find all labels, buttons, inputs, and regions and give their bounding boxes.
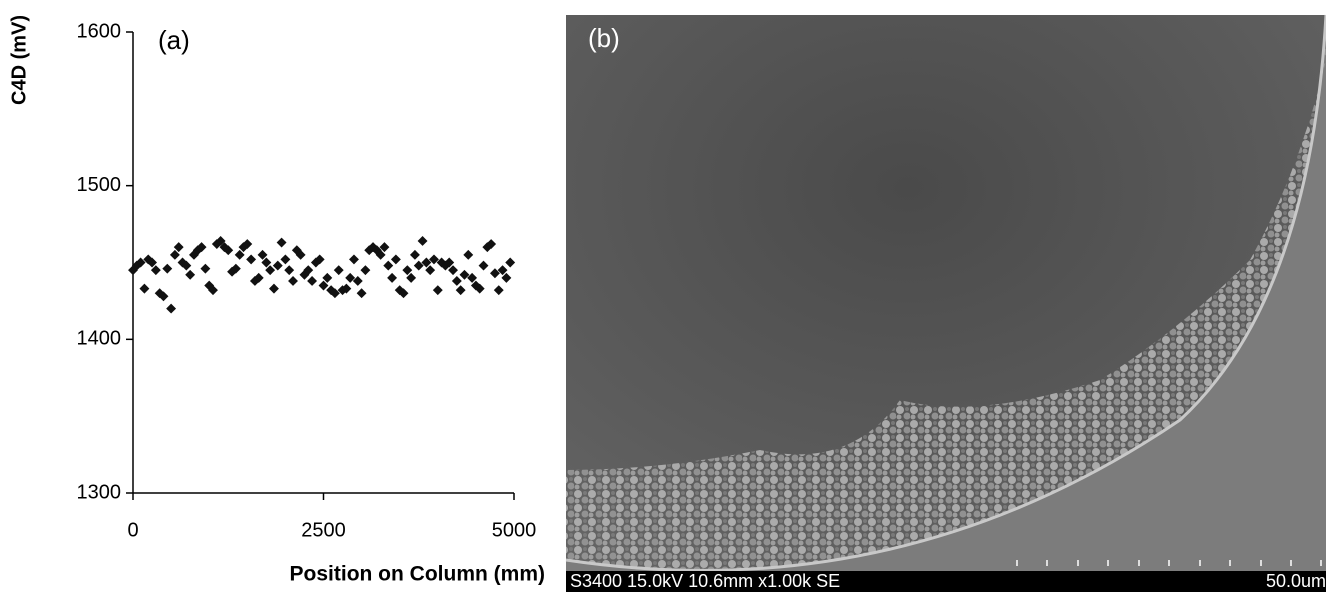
point — [379, 242, 390, 253]
point — [158, 291, 169, 302]
point — [493, 285, 504, 296]
point — [455, 285, 466, 296]
point — [169, 249, 180, 260]
point — [185, 269, 196, 280]
point — [329, 288, 340, 299]
point — [497, 265, 508, 276]
point — [242, 239, 253, 250]
point — [208, 285, 218, 296]
point — [349, 254, 359, 265]
point — [276, 237, 287, 248]
point — [474, 283, 485, 294]
point — [318, 280, 329, 291]
point — [451, 275, 462, 286]
point — [490, 268, 500, 279]
point — [150, 265, 161, 276]
point — [200, 263, 211, 274]
y-tick-label: 1600 — [77, 20, 122, 42]
point — [246, 254, 257, 265]
point — [432, 285, 443, 296]
scale-label: 50.0um — [1266, 571, 1326, 591]
point — [501, 272, 512, 283]
point — [288, 275, 298, 286]
point — [307, 275, 318, 286]
point — [478, 260, 489, 271]
point — [425, 265, 436, 276]
point — [402, 265, 413, 276]
point — [463, 249, 474, 260]
x-tick-label: 2500 — [301, 519, 346, 541]
point — [341, 283, 352, 294]
x-tick-label: 5000 — [492, 519, 537, 541]
point — [230, 263, 241, 274]
point — [196, 242, 207, 253]
point — [162, 263, 173, 274]
caption: S3400 15.0kV 10.6mm x1.00k SE — [570, 571, 840, 591]
sem-image: (b) S3400 15.0kV 10.6mm x1.00k SE 50.0um — [565, 14, 1326, 592]
y-tick-label: 1400 — [77, 328, 122, 350]
point — [356, 288, 367, 299]
y-tick-label: 1500 — [77, 174, 122, 196]
point — [265, 265, 276, 276]
point — [406, 272, 417, 283]
point — [417, 236, 428, 246]
x-tick-label: 0 — [127, 519, 138, 541]
point — [360, 265, 371, 276]
point — [280, 254, 291, 265]
y-tick-label: 1300 — [77, 481, 122, 503]
point — [387, 272, 398, 283]
point — [413, 260, 424, 271]
panel-label: (b) — [588, 23, 620, 53]
point — [390, 254, 401, 265]
point — [223, 245, 234, 256]
point — [173, 242, 184, 253]
point — [261, 257, 272, 268]
point — [421, 257, 432, 268]
point — [505, 257, 516, 268]
scatter-plot: (a) C4D (mV) Position on Column (mm) 130… — [8, 15, 545, 586]
point — [272, 260, 283, 271]
point — [345, 272, 356, 283]
point — [181, 260, 192, 271]
point — [444, 257, 455, 268]
point — [253, 272, 264, 283]
point — [215, 236, 226, 246]
point — [448, 265, 458, 276]
point — [166, 303, 177, 314]
y-axis-title: C4D (mV) — [8, 15, 30, 105]
point — [322, 272, 333, 283]
point — [284, 265, 295, 276]
point — [147, 257, 157, 268]
point — [139, 283, 150, 294]
point — [352, 275, 363, 286]
point — [303, 265, 314, 276]
point — [398, 288, 409, 299]
point — [486, 239, 497, 250]
point — [333, 265, 344, 276]
panel-label: (a) — [158, 25, 190, 55]
point — [459, 269, 470, 280]
x-axis-title: Position on Column (mm) — [290, 563, 545, 586]
point — [234, 249, 245, 260]
point — [467, 272, 478, 283]
point — [269, 283, 279, 294]
point — [383, 260, 394, 271]
point — [409, 249, 420, 260]
point — [135, 257, 146, 268]
